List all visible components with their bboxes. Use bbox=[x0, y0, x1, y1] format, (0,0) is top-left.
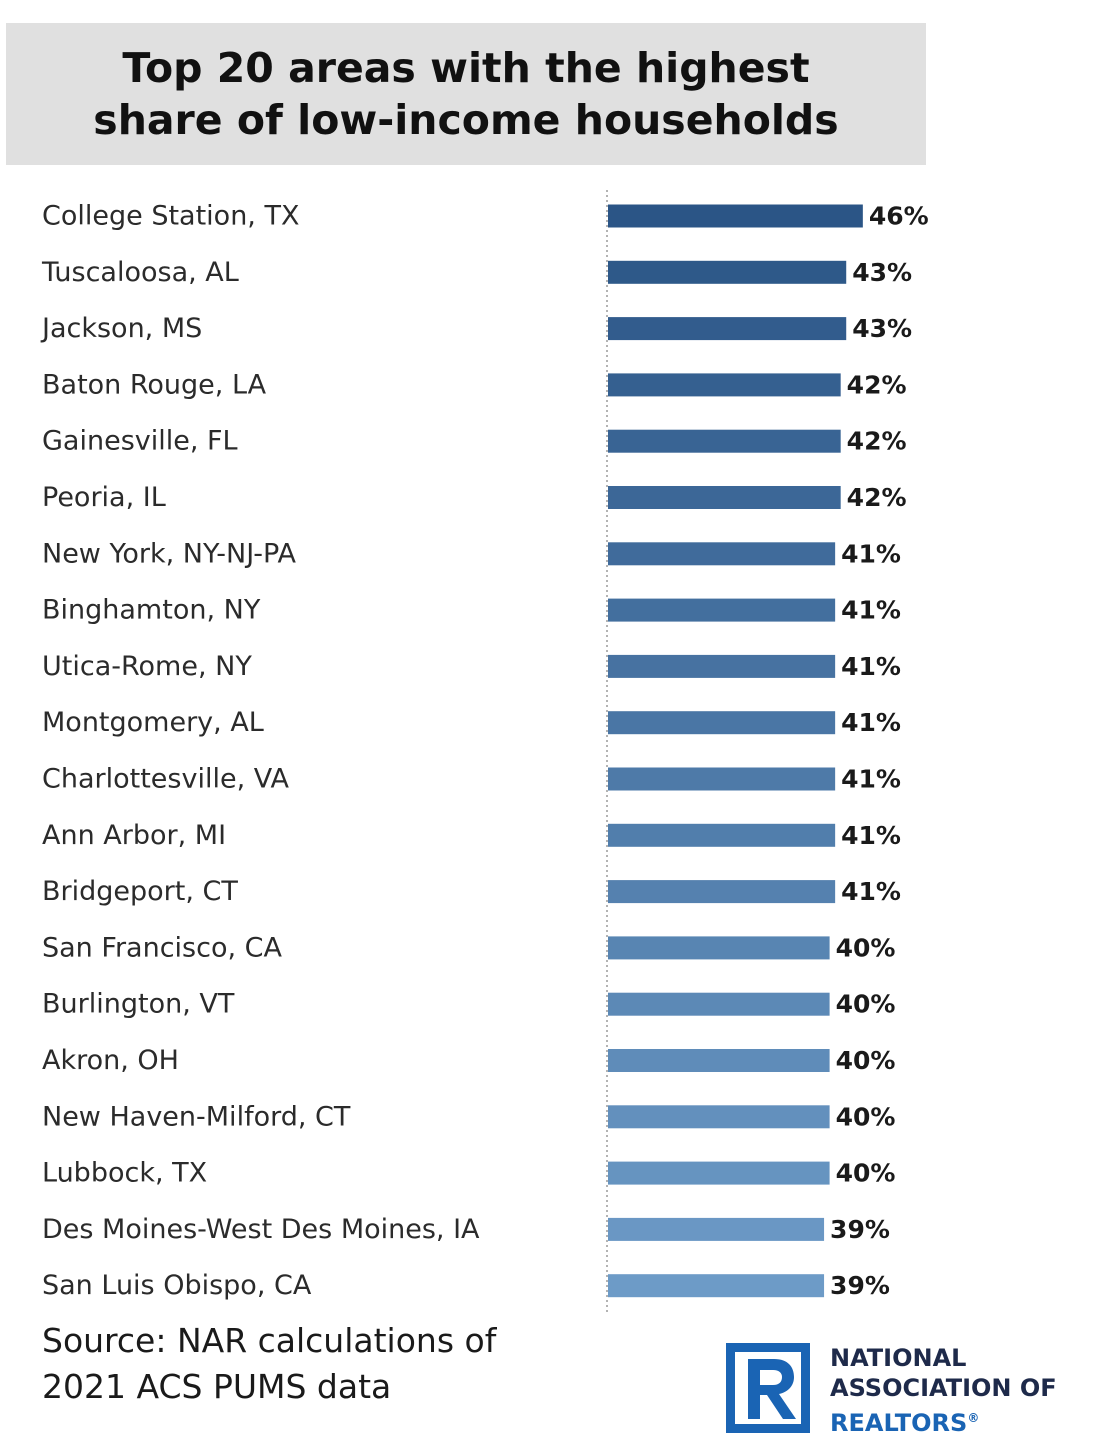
category-label: Utica-Rome, NY bbox=[42, 651, 252, 682]
value-label: 43% bbox=[852, 314, 912, 343]
category-label: Charlottesville, VA bbox=[42, 764, 289, 795]
bar bbox=[608, 880, 836, 904]
bar bbox=[608, 598, 836, 622]
value-label: 41% bbox=[841, 652, 901, 681]
source-note: Source: NAR calculations of 2021 ACS PUM… bbox=[42, 1318, 496, 1410]
value-label: 42% bbox=[847, 370, 907, 399]
value-label: 42% bbox=[847, 427, 907, 456]
category-label: Burlington, VT bbox=[42, 989, 235, 1020]
value-label: 41% bbox=[841, 877, 901, 906]
category-label: San Luis Obispo, CA bbox=[42, 1270, 312, 1301]
chart-title-line-1: Top 20 areas with the highest bbox=[122, 44, 810, 92]
category-label: Peoria, IL bbox=[42, 482, 166, 513]
category-label: Ann Arbor, MI bbox=[42, 820, 226, 851]
category-label: New York, NY-NJ-PA bbox=[42, 538, 297, 569]
logo-line-2: ASSOCIATION OF bbox=[830, 1374, 1057, 1402]
value-label: 41% bbox=[841, 821, 901, 850]
category-label: San Francisco, CA bbox=[42, 932, 282, 963]
category-label: Akron, OH bbox=[42, 1045, 179, 1076]
bar bbox=[608, 542, 836, 566]
source-line-1: Source: NAR calculations of bbox=[42, 1321, 497, 1360]
value-label: 40% bbox=[836, 1102, 896, 1131]
category-label: Bridgeport, CT bbox=[42, 876, 238, 907]
bar bbox=[608, 1161, 830, 1185]
logo-realtors-word: REALTORS bbox=[830, 1409, 968, 1437]
value-label: 43% bbox=[852, 258, 912, 287]
bar bbox=[608, 204, 863, 228]
bar-chart: College Station, TX 46% Tuscaloosa, AL 43% J… bbox=[40, 190, 929, 1312]
bar bbox=[608, 936, 830, 960]
bar bbox=[608, 429, 841, 453]
realtor-r-logo-icon bbox=[726, 1343, 810, 1433]
bar bbox=[608, 486, 841, 509]
bar bbox=[608, 767, 836, 791]
bar bbox=[608, 1274, 825, 1298]
value-label: 39% bbox=[830, 1215, 890, 1244]
logo-line-3: REALTORS® bbox=[830, 1403, 1057, 1438]
value-label: 40% bbox=[836, 1159, 896, 1188]
bar bbox=[608, 1217, 825, 1241]
value-label: 41% bbox=[841, 765, 901, 794]
chart-title-line-2: share of low-income households bbox=[93, 96, 839, 144]
category-label: College Station, TX bbox=[42, 201, 299, 232]
bar bbox=[608, 317, 847, 341]
value-label: 40% bbox=[836, 933, 896, 962]
value-label: 40% bbox=[836, 1046, 896, 1075]
category-label: Lubbock, TX bbox=[42, 1158, 207, 1189]
chart-title-box: Top 20 areas with the highest share of l… bbox=[6, 23, 926, 165]
category-label: Gainesville, FL bbox=[42, 426, 238, 457]
bar bbox=[608, 260, 847, 284]
value-label: 40% bbox=[836, 990, 896, 1019]
nar-logo-text: NATIONAL ASSOCIATION OF REALTORS® bbox=[830, 1343, 1057, 1438]
value-label: 39% bbox=[830, 1271, 890, 1300]
value-label: 42% bbox=[847, 483, 907, 512]
bar bbox=[608, 1105, 830, 1129]
category-label: Montgomery, AL bbox=[42, 707, 264, 738]
category-label: Tuscaloosa, AL bbox=[41, 257, 239, 288]
bar bbox=[608, 654, 836, 678]
bar bbox=[608, 711, 836, 735]
category-label: Jackson, MS bbox=[40, 313, 202, 344]
bar bbox=[608, 373, 841, 397]
bars-group: College Station, TX 46% Tuscaloosa, AL 43% J… bbox=[40, 201, 929, 1302]
category-label: Des Moines-West Des Moines, IA bbox=[42, 1214, 480, 1245]
registered-mark: ® bbox=[967, 1411, 980, 1425]
bar bbox=[608, 823, 836, 847]
value-label: 46% bbox=[869, 202, 929, 231]
category-label: New Haven-Milford, CT bbox=[42, 1101, 351, 1132]
logo-line-1: NATIONAL bbox=[830, 1344, 967, 1372]
bar bbox=[608, 1049, 830, 1072]
category-label: Baton Rouge, LA bbox=[42, 369, 267, 400]
value-label: 41% bbox=[841, 539, 901, 568]
bar bbox=[608, 992, 830, 1016]
value-label: 41% bbox=[841, 596, 901, 625]
category-label: Binghamton, NY bbox=[42, 595, 261, 626]
value-label: 41% bbox=[841, 708, 901, 737]
source-line-2: 2021 ACS PUMS data bbox=[42, 1367, 392, 1406]
